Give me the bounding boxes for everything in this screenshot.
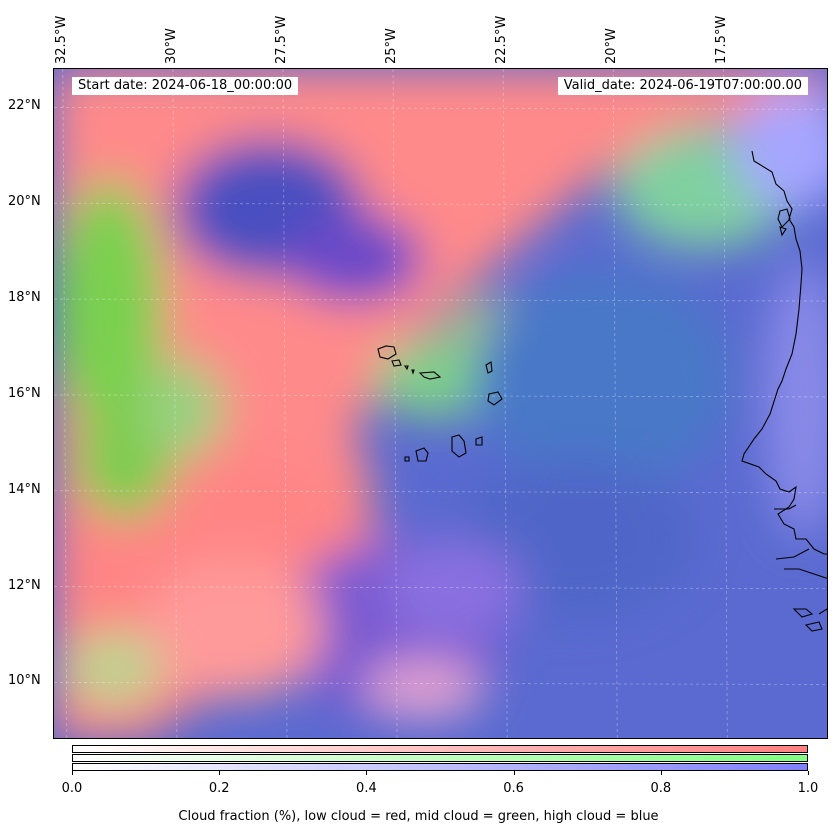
colorbar: [72, 745, 808, 771]
colorbar-high-cloud: [72, 763, 808, 771]
graticule-meridian: [392, 69, 398, 738]
colorbar-tick-mark: [72, 771, 73, 775]
graticule-meridian: [62, 69, 68, 738]
latitude-tick-label: 16°N: [8, 385, 41, 401]
coastline: [377, 150, 827, 632]
latitude-tick-label: 14°N: [8, 481, 41, 497]
colorbar-tick-mark: [366, 771, 368, 775]
longitude-tick-label: 20°W: [604, 28, 620, 64]
longitude-tick-label: 32.5°W: [53, 15, 69, 64]
colorbar-tick-label: 0.8: [650, 781, 672, 796]
latitude-tick-label: 10°N: [8, 673, 41, 689]
valid-date-label: Valid_date: 2024-06-19T07:00:00.00: [557, 77, 808, 95]
colorbar-low-cloud: [72, 745, 808, 753]
longitude-tick-label: 27.5°W: [273, 15, 289, 64]
latitude-tick-label: 20°N: [8, 194, 41, 210]
colorbar-tick-mark: [219, 771, 221, 775]
longitude-tick-label: 17.5°W: [714, 15, 730, 64]
longitude-tick-label: 22.5°W: [494, 15, 510, 64]
colorbar-tick-label: 1.0: [797, 781, 819, 796]
cloud-fraction-map: [54, 69, 827, 738]
graticule-meridian: [282, 69, 288, 738]
cloud-field: [54, 69, 827, 738]
colorbar-tick-label: 0.4: [356, 781, 377, 796]
start-date-label: Start date: 2024-06-18_00:00:00: [72, 77, 299, 95]
colorbar-tick-label: 0.6: [503, 781, 524, 796]
colorbar-tick-label: 0.2: [208, 781, 230, 796]
latitude-tick-label: 18°N: [8, 290, 41, 306]
graticule-meridian: [502, 69, 508, 738]
colorbar-tick-mark: [660, 771, 662, 775]
graticule-meridian: [172, 69, 178, 738]
colorbar-tick-mark: [513, 771, 515, 775]
graticule-meridian: [722, 69, 728, 738]
graticule-meridian: [612, 69, 618, 738]
colorbar-tick-label: 0.0: [61, 781, 83, 796]
map-panel: [53, 68, 828, 739]
longitude-tick-label: 25°W: [384, 28, 400, 64]
graticule: [54, 69, 827, 738]
latitude-tick-label: 22°N: [8, 98, 41, 114]
longitude-tick-label: 30°W: [163, 28, 179, 64]
colorbar-tick-mark: [808, 771, 809, 775]
colorbar-label: Cloud fraction (%), low cloud = red, mid…: [178, 809, 659, 824]
latitude-tick-label: 12°N: [8, 577, 41, 593]
colorbar-mid-cloud: [72, 754, 808, 762]
